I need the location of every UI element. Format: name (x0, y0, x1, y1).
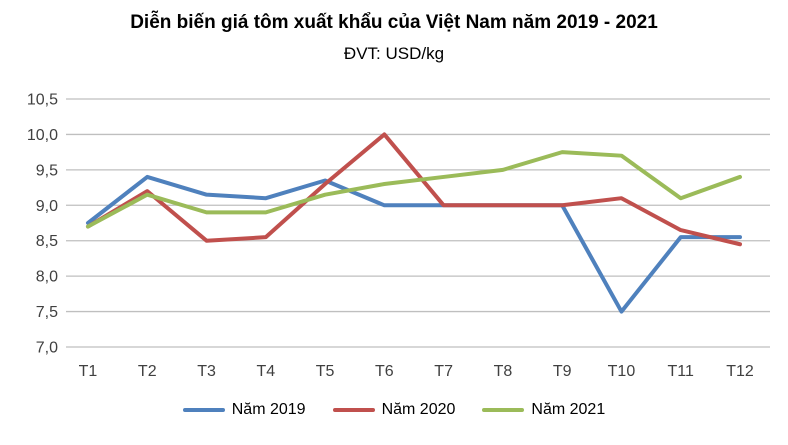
y-tick-label: 8,5 (36, 233, 58, 250)
legend-line-swatch (482, 408, 525, 412)
chart-title: Diễn biến giá tôm xuất khẩu của Việt Nam… (130, 12, 658, 33)
x-tick-label: T3 (197, 363, 216, 380)
x-axis-labels: T1 T2 T3 T4 T5 T6 T7 T8 T9 T10 T11 T12 (79, 363, 754, 380)
y-tick-label: 9,5 (36, 162, 58, 179)
chart-subtitle: ĐVT: USD/kg (343, 44, 445, 63)
y-tick-label: 8,0 (36, 269, 58, 286)
legend-line-swatch (182, 408, 225, 412)
x-tick-label: T9 (553, 363, 572, 380)
y-tick-label: 10,0 (27, 127, 58, 144)
x-tick-label: T1 (79, 363, 98, 380)
y-axis-labels: 7,0 7,5 8,0 8,5 9,0 9,5 10,0 10,5 (27, 92, 58, 357)
x-tick-label: T4 (256, 363, 275, 380)
x-tick-label: T6 (375, 363, 394, 380)
x-tick-label: T12 (726, 363, 754, 380)
line-chart: 7,0 7,5 8,0 8,5 9,0 9,5 10,0 10,5 T1 T2 T3 T4 T5 T6 T7… (27, 92, 770, 380)
x-tick-label: T11 (668, 363, 694, 380)
legend-line-swatch (332, 408, 375, 412)
series-line-2020 (86, 132, 742, 247)
x-tick-label: T2 (138, 363, 157, 380)
gridlines (66, 98, 770, 348)
legend-item-2020: Năm 2020 (332, 401, 456, 418)
x-tick-label: T5 (316, 363, 335, 380)
x-tick-label: T8 (494, 363, 513, 380)
chart-legend: Năm 2019 Năm 2020 Năm 2021 (0, 402, 788, 418)
legend-item-2021: Năm 2021 (482, 402, 605, 418)
x-tick-label: T10 (608, 363, 636, 380)
legend-item-2019: Năm 2019 (182, 401, 306, 418)
x-tick-label: T7 (434, 363, 453, 380)
y-tick-label: 7,0 (36, 340, 58, 357)
y-tick-label: 7,5 (36, 304, 58, 321)
legend-label: Năm 2020 (381, 401, 456, 418)
legend-label: Năm 2019 (231, 401, 306, 418)
legend-label: Năm 2021 (531, 401, 606, 418)
y-tick-label: 9,0 (36, 198, 58, 215)
series-line-2021 (86, 150, 742, 229)
series-line-2019 (86, 174, 742, 314)
y-tick-label: 10,5 (27, 92, 58, 109)
